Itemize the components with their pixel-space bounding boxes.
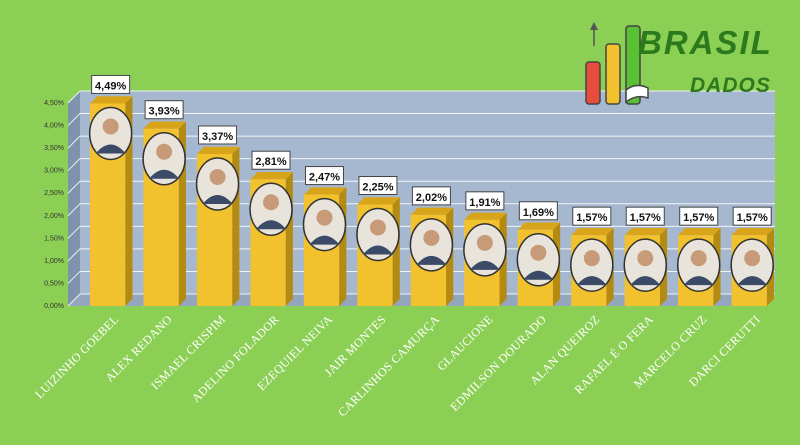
category-label: CARLINHOS CAMURÇA [335, 312, 442, 419]
bar-top [250, 172, 293, 180]
bar-growth-icon [585, 22, 649, 105]
y-tick-label: 0,50% [44, 280, 64, 287]
value-label: 2,47% [309, 172, 340, 184]
photo-shoulders [523, 270, 554, 280]
logo-dados-text: DADOS [690, 74, 771, 97]
value-label-box [251, 150, 291, 170]
photo-head [369, 219, 386, 236]
gridline [67, 113, 775, 126]
y-tick-label: 3,50% [44, 145, 64, 152]
value-label: 1,57% [576, 212, 607, 224]
photo-shoulders [362, 245, 393, 255]
photo-shoulders [416, 255, 447, 265]
gridline [67, 135, 775, 149]
y-tick-label: 4,00% [44, 123, 64, 130]
value-label-box [518, 201, 558, 221]
value-label-box [91, 74, 131, 94]
value-label: 2,02% [416, 192, 447, 204]
photo-head [530, 244, 547, 261]
category-label: EDMILSON DOURADO [447, 312, 549, 414]
photo-shoulders [95, 144, 126, 154]
y-tick-label: 2,00% [44, 213, 64, 220]
value-label-box [679, 206, 719, 226]
photo-shoulders [202, 194, 233, 204]
bar-top [464, 212, 507, 220]
bar-top [410, 207, 454, 215]
photo-head [583, 250, 600, 267]
gridline [67, 158, 775, 172]
photo-shoulders [256, 220, 287, 230]
y-tick-label: 2,50% [44, 190, 64, 197]
value-label: 1,91% [469, 197, 500, 209]
value-label: 1,57% [683, 212, 714, 224]
value-label-box [572, 206, 612, 226]
value-label: 2,81% [255, 156, 286, 168]
photo-head [637, 250, 654, 267]
photo-head [744, 250, 761, 267]
value-label-box [198, 125, 238, 145]
photo-shoulders [469, 260, 500, 270]
y-tick-label: 3,00% [44, 168, 64, 175]
value-label-box [732, 206, 772, 226]
value-label: 1,69% [523, 207, 554, 219]
category-label: ADELINO FOLADOR [189, 312, 282, 405]
logo-brasil-text: BRASIL [638, 24, 773, 61]
photo-shoulders [309, 235, 340, 245]
photo-head [423, 229, 440, 246]
bars-group: 4,49% 3,93% 3,37% 2,81% 2,47% 2,25% 2,02% 1,91%… [88, 74, 775, 306]
bar-side [339, 187, 347, 306]
value-label-box [358, 176, 398, 195]
photo-head [690, 250, 707, 267]
photo-head [476, 234, 493, 251]
photo-head [316, 209, 333, 226]
bar-top [196, 146, 240, 154]
photo-shoulders [737, 276, 768, 286]
bar-top [517, 222, 561, 230]
value-label-box [465, 191, 505, 211]
value-label: 1,57% [737, 212, 768, 224]
bar-top [731, 227, 775, 236]
photo-head [209, 168, 226, 185]
value-label: 1,57% [630, 212, 661, 224]
value-label: 3,93% [149, 106, 180, 118]
category-label: LUIZINHO GOEBEL [32, 312, 121, 401]
y-tick-label: 1,00% [44, 258, 64, 265]
bar-top [678, 227, 721, 236]
value-label-box [304, 166, 344, 186]
value-label: 4,49% [95, 80, 126, 92]
value-label: 2,25% [362, 182, 393, 194]
y-axis-ticks: 0,00% 0,50% 1,00% 1,50% 2,00% 2,50% 3,00% 3,50%… [44, 100, 64, 310]
value-label-box [144, 100, 184, 120]
photo-shoulders [630, 276, 661, 286]
gridline [67, 90, 775, 104]
bar-top [571, 227, 614, 236]
value-label-box [625, 206, 665, 226]
y-tick-label: 0,00% [44, 303, 64, 310]
photo-head [156, 143, 173, 160]
photo-shoulders [149, 169, 180, 179]
photo-shoulders [576, 276, 607, 286]
gridline [67, 180, 775, 194]
bar-top [143, 121, 186, 129]
photo-shoulders [683, 276, 714, 286]
photo-head [263, 194, 280, 211]
brasil-dados-logo: BRASIL DADOS [580, 16, 780, 108]
y-tick-label: 1,50% [44, 235, 64, 242]
bar-top [624, 227, 668, 236]
bar-top [90, 96, 133, 104]
value-label: 3,37% [202, 131, 233, 143]
value-label-box [411, 186, 451, 206]
y-tick-label: 4,50% [44, 100, 64, 107]
bar-top [303, 187, 347, 195]
photo-head [102, 118, 119, 135]
bar-top [357, 197, 400, 205]
